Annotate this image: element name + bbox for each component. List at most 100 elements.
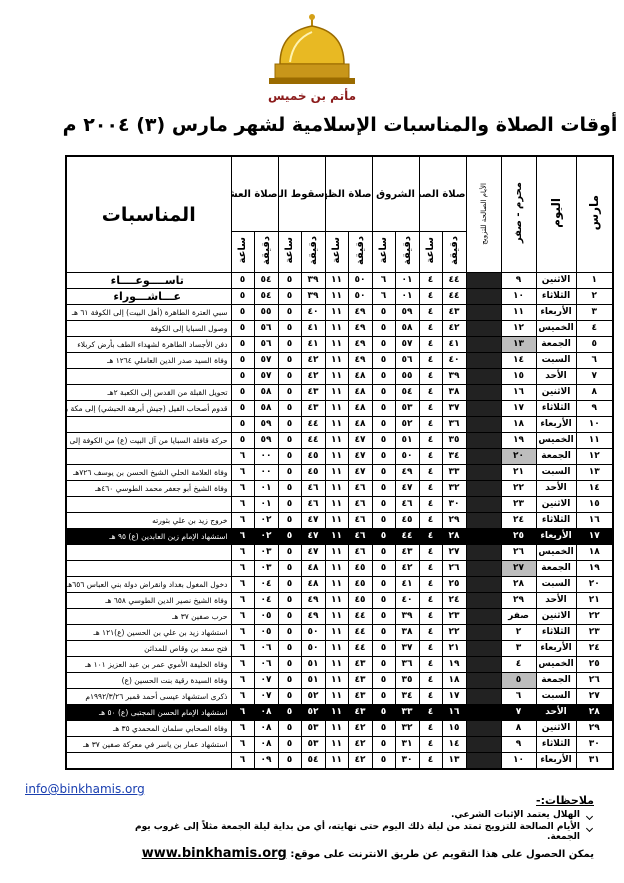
cell: ٤٣ xyxy=(300,400,326,417)
cell: ٥ xyxy=(371,640,396,657)
cell: ٢٠ xyxy=(500,448,537,465)
cell: ٥ xyxy=(371,416,396,433)
col-header: اليوم xyxy=(535,155,577,273)
logo-text: مأتم بن خميس xyxy=(268,88,356,103)
cell: ٢٣ xyxy=(500,496,537,513)
table-row: ١٩ الجمعة ٢٧ ٢٦ ٤ ٤٢ ٥ ٤٥ ١١ ٤٨ ٥ ٠٣ ٦ xyxy=(65,560,614,577)
cell: ٥ xyxy=(230,352,255,369)
col-header: صلاة الظهرين xyxy=(324,155,373,232)
marriage-cell xyxy=(465,416,502,433)
cell: ١٨ xyxy=(441,672,467,689)
cell: ٦ xyxy=(230,608,255,625)
cell: ٠٨ xyxy=(253,704,279,721)
event-cell: وفاة الشيخ نصير الدين الطوسي ٦٥٨ هـ xyxy=(65,592,232,609)
cell: ٥ xyxy=(371,560,396,577)
cell: ٥ xyxy=(371,480,396,497)
table-row: ٢٨ الأحد ٧ ١٦ ٤ ٣٣ ٥ ٤٣ ١١ ٥٢ ٥ ٠٨ ٦ استشهاد الإمام ا… xyxy=(65,704,614,721)
cell: ٤ xyxy=(418,400,443,417)
cell: ٥ xyxy=(371,608,396,625)
sub-header-text: ساعة xyxy=(284,237,296,264)
table-row: ١٤ الأحد ٢٢ ٣٢ ٤ ٤٧ ٥ ٤٦ ١١ ٤٦ ٥ ٠١ ٦ وفاة الشيخ أبو … xyxy=(65,480,614,497)
cell: ٥٠ xyxy=(347,288,373,305)
cell: ٥ xyxy=(230,368,255,385)
cell: ١ xyxy=(575,272,614,289)
cell: ٤٤ xyxy=(347,640,373,657)
marriage-cell xyxy=(465,336,502,353)
cell: ٤ xyxy=(418,528,443,545)
email[interactable]: info@binkhamis.org xyxy=(25,782,145,796)
col-header: صلاة الصبح xyxy=(418,155,467,232)
website[interactable]: www.binkhamis.org xyxy=(141,846,287,861)
marriage-cell xyxy=(465,752,502,770)
cell: ٥ xyxy=(500,672,537,689)
cell: ٤ xyxy=(418,720,443,737)
cell: ٥ xyxy=(277,720,302,737)
cell: ٢١ xyxy=(500,464,537,481)
cell: ٤٥ xyxy=(394,512,420,529)
cell: ١٣ xyxy=(500,336,537,353)
cell: ١١ xyxy=(324,336,349,353)
cell: الثلاثاء xyxy=(535,400,577,417)
cell: ٦ xyxy=(230,656,255,673)
cell: ٥١ xyxy=(300,672,326,689)
cell: الأربعاء xyxy=(535,304,577,321)
cell: ٤ xyxy=(418,704,443,721)
cell: ٢٦ xyxy=(441,560,467,577)
cell: ٢٥ xyxy=(575,656,614,673)
cell: ٥ xyxy=(371,368,396,385)
event-cell: دفن الأجساد الطاهرة لشهداء الطف بأرض كرب… xyxy=(65,336,232,353)
cell: ٦ xyxy=(230,704,255,721)
cell: ٥ xyxy=(277,368,302,385)
cell: ٣٩ xyxy=(394,608,420,625)
cell: ٣١ xyxy=(394,736,420,753)
cell: ٥ xyxy=(371,384,396,401)
cell: ٥ xyxy=(371,672,396,689)
cell: ١١ xyxy=(324,464,349,481)
cell: ٤٩ xyxy=(347,304,373,321)
cell: ٥ xyxy=(277,688,302,705)
cell: ٤٨ xyxy=(300,576,326,593)
cell: ٥ xyxy=(277,464,302,481)
marriage-cell xyxy=(465,528,502,545)
marriage-cell xyxy=(465,368,502,385)
cell: ٥٧ xyxy=(394,336,420,353)
cell: ١٦ xyxy=(575,512,614,529)
event-cell: وفاة الشيخ أبو جعفر محمد الطوسي ٤٦٠هـ xyxy=(65,480,232,497)
cell: ٥ xyxy=(371,400,396,417)
cell: ٠١ xyxy=(253,496,279,513)
sub-header: ساعة xyxy=(277,231,302,273)
cell: ١١ xyxy=(324,592,349,609)
cell: ٧ xyxy=(575,368,614,385)
col-header: المناسبات xyxy=(65,155,232,273)
sub-header-text: دقيقة xyxy=(354,235,366,266)
cell: ١١ xyxy=(324,576,349,593)
cell: ٤٥ xyxy=(347,576,373,593)
cell: ٤٣ xyxy=(347,688,373,705)
notes: ملاحظات:- الهلال يعتمد الإثبات الشرعي. ا… xyxy=(114,794,594,861)
cell: ٤٥ xyxy=(300,464,326,481)
marriage-cell xyxy=(465,480,502,497)
cell: ١١ xyxy=(324,512,349,529)
cell: ٤ xyxy=(575,320,614,337)
sub-header-text: ساعة xyxy=(378,237,390,264)
cell: ٥٠ xyxy=(347,272,373,289)
cell: ٠٨ xyxy=(253,720,279,737)
table-row: ٦ السبت ١٤ ٤٠ ٤ ٥٦ ٥ ٤٩ ١١ ٤٢ ٥ ٥٧ ٥ وفاة السيد صدر ا… xyxy=(65,352,614,369)
cell: ٣٩ xyxy=(441,368,467,385)
marriage-cell xyxy=(465,672,502,689)
cell: ٥ xyxy=(277,384,302,401)
cell: ٥ xyxy=(277,576,302,593)
cell: ١٧ xyxy=(441,688,467,705)
table-row: ٢١ الأحد ٢٩ ٢٤ ٤ ٤٠ ٥ ٤٥ ١١ ٤٩ ٥ ٠٤ ٦ وفاة الشيخ نصير… xyxy=(65,592,614,609)
cell: ٥٢ xyxy=(300,688,326,705)
cell: ٥٩ xyxy=(253,416,279,433)
cell: ٠٦ xyxy=(253,656,279,673)
event-cell: تاســــوعــــاء xyxy=(65,272,232,289)
cell: ٤٩ xyxy=(347,320,373,337)
sub-header: دقيقة xyxy=(253,231,279,273)
table-row: ٢٣ الثلاثاء ٢ ٢٢ ٤ ٣٨ ٥ ٤٤ ١١ ٥٠ ٥ ٠٥ ٦ استشهاد زيد ب… xyxy=(65,624,614,641)
cell: ٥ xyxy=(230,400,255,417)
cell: ٤٦ xyxy=(347,528,373,545)
cell: ٣٠ xyxy=(394,752,420,770)
cell: ٣٨ xyxy=(394,624,420,641)
